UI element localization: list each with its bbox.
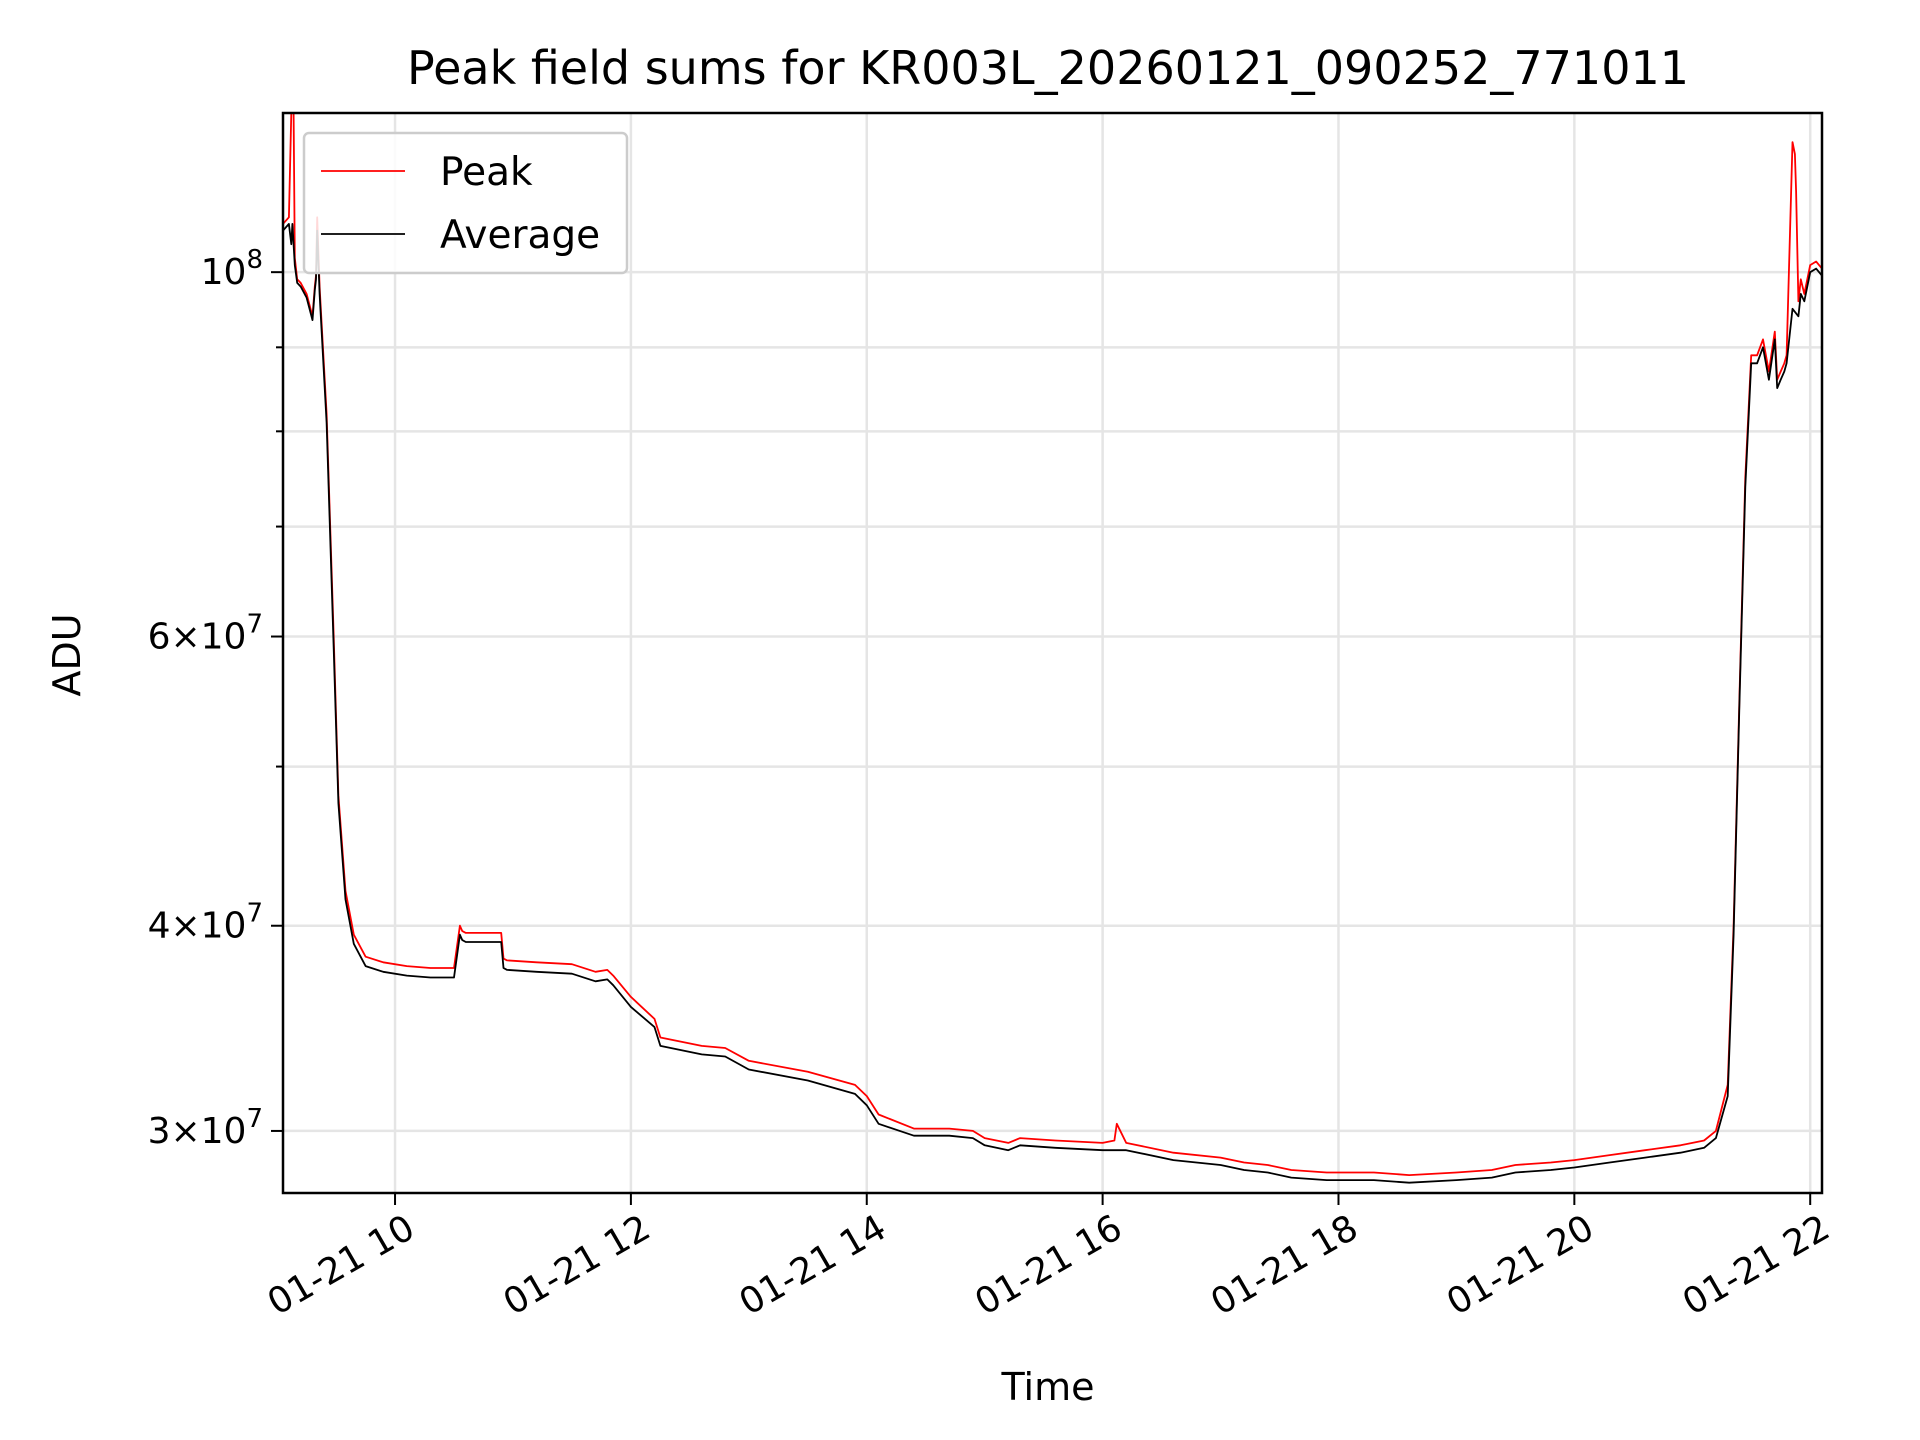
y-tick-label: 6×107: [148, 610, 263, 658]
y-tick-exponent: 7: [246, 610, 263, 640]
y-tick-label: 4×107: [148, 899, 263, 947]
y-tick-label: 3×107: [148, 1104, 263, 1152]
x-axis-label: Time: [1001, 1365, 1095, 1409]
plot-frame: [281, 111, 1824, 1195]
y-axis-label: ADU: [45, 613, 89, 696]
series-layer: [283, 113, 1822, 1184]
y-tick-exponent: 7: [246, 899, 263, 929]
legend-box: [302, 131, 629, 275]
y-tick-exponent: 8: [246, 245, 263, 275]
chart-title: Peak field sums for KR003L_20260121_0902…: [407, 41, 1689, 95]
legend-label-peak: Peak: [440, 150, 533, 195]
y-axis: 3×107 4×107 6×107 108: [148, 245, 283, 1152]
legend: Peak Average: [302, 131, 629, 275]
y-tick-label: 108: [201, 245, 263, 293]
series-line-average: [283, 223, 1822, 1184]
legend-label-average: Average: [440, 213, 600, 258]
y-tick-exponent: 7: [246, 1104, 263, 1134]
